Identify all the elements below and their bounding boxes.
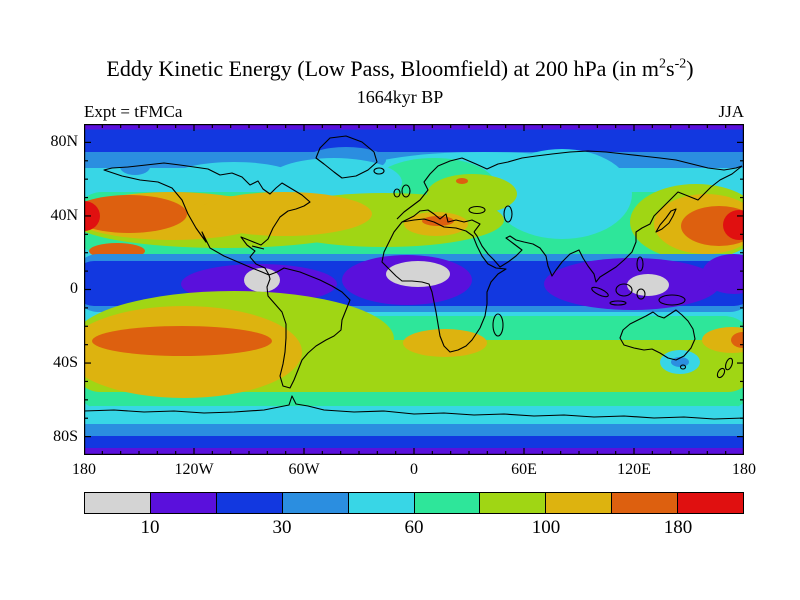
colorbar-cell xyxy=(678,493,744,513)
coastline-new-zealand-north xyxy=(724,357,734,371)
coastline-caspian-sea xyxy=(503,205,513,223)
coastline-sumatra xyxy=(591,286,609,298)
coastline-south-america xyxy=(266,267,351,389)
coastline-black-sea xyxy=(468,205,486,215)
title-superscript: 2 xyxy=(659,56,666,72)
colorbar-cell xyxy=(348,493,415,513)
coastline-antarctica xyxy=(84,395,744,420)
colorbar-label-30: 30 xyxy=(272,517,292,538)
y-axis-label-0: 0 xyxy=(70,280,78,297)
map-frame xyxy=(83,123,745,456)
contour-fill-field xyxy=(84,124,744,455)
coastline-sulawesi xyxy=(636,288,646,300)
colorbar-label-180: 180 xyxy=(663,517,693,538)
x-axis-label-180E: 180 xyxy=(732,461,756,478)
coastline-eurasia-north xyxy=(396,150,743,220)
eke-contour-map xyxy=(83,123,745,456)
coastline-tasmania xyxy=(679,364,687,370)
x-axis-label-0: 0 xyxy=(410,461,418,478)
coastline-asia-pacific xyxy=(473,165,743,283)
colorbar-cell xyxy=(414,493,481,513)
y-axis-label-40N: 40N xyxy=(50,207,78,224)
colorbar-label-100: 100 xyxy=(531,517,561,538)
coastline-japan xyxy=(655,208,677,233)
colorbar-cell xyxy=(150,493,217,513)
y-axis-label-40S: 40S xyxy=(53,354,78,371)
colorbar-label-10: 10 xyxy=(140,517,160,538)
colorbar-label-60: 60 xyxy=(404,517,424,538)
colorbar-cell xyxy=(612,493,679,513)
x-axis-label-120W: 120W xyxy=(174,461,214,478)
coastline-australia xyxy=(619,309,696,361)
chart-subtitle: 1664kyr BP xyxy=(356,87,444,107)
colorbar-cell xyxy=(546,493,613,513)
colorbar-cell xyxy=(480,493,547,513)
colorbar-cell xyxy=(216,493,283,513)
x-axis-label-180W: 180 xyxy=(72,461,96,478)
x-axis-label-60E: 60E xyxy=(511,461,537,478)
coastline-africa xyxy=(381,218,507,353)
coastline-cuba xyxy=(251,245,265,250)
map-plot-area xyxy=(83,123,745,456)
coastline-ireland xyxy=(393,188,401,198)
season-label: JJA xyxy=(718,102,744,121)
colorbar-cell xyxy=(282,493,349,513)
coastline-java xyxy=(609,300,627,306)
coastline-borneo xyxy=(615,283,633,297)
coastline-new-guinea xyxy=(658,294,686,306)
chart-title: Eddy Kinetic Energy (Low Pass, Bloomfiel… xyxy=(106,56,694,81)
experiment-label: Expt = tFMCa xyxy=(84,102,183,121)
coastline-greenland xyxy=(315,135,378,179)
coastline-britain xyxy=(401,184,411,198)
colorbar xyxy=(84,492,744,514)
coastline-madagascar xyxy=(492,313,504,337)
y-axis-label-80S: 80S xyxy=(53,428,78,445)
coastlines xyxy=(84,135,744,420)
x-axis-label-120E: 120E xyxy=(617,461,651,478)
coastline-new-zealand-south xyxy=(716,367,726,379)
y-axis-label-80N: 80N xyxy=(50,133,78,150)
coastline-mediterranean xyxy=(401,209,481,233)
title-superscript: -2 xyxy=(674,56,687,72)
colorbar-cell xyxy=(85,493,151,513)
coastline-iceland xyxy=(373,167,385,175)
coastline-philippines xyxy=(636,256,644,272)
coastline-north-america xyxy=(103,162,311,276)
x-axis-label-60W: 60W xyxy=(288,461,320,478)
